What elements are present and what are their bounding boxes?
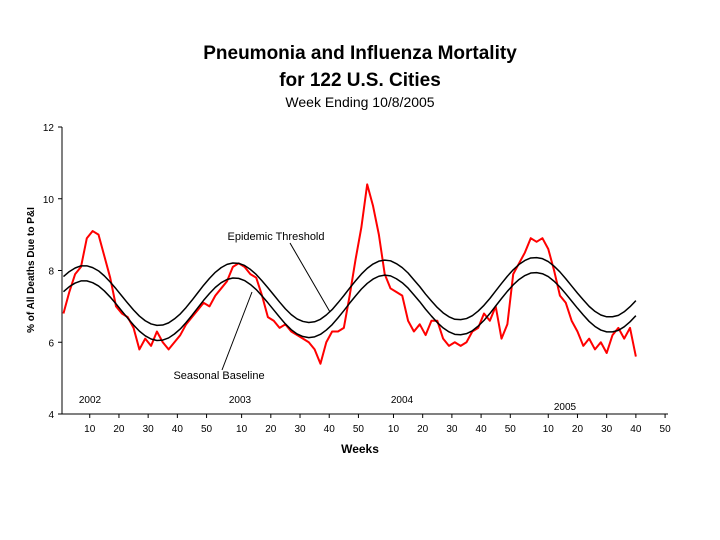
x-tick-label: 50 (353, 424, 365, 435)
x-tick-label: 40 (324, 424, 336, 435)
plot-area (62, 183, 637, 365)
x-tick-label: 40 (172, 424, 184, 435)
x-tick-label: 10 (84, 424, 96, 435)
year-label: 2004 (391, 395, 414, 406)
x-tick-label: 20 (113, 424, 125, 435)
x-tick-label: 20 (417, 424, 429, 435)
x-tick-label: 30 (294, 424, 306, 435)
x-tick-label: 10 (543, 424, 555, 435)
year-label: 2005 (554, 402, 577, 413)
y-tick-label: 4 (48, 410, 54, 421)
y-tick-label: 12 (43, 123, 55, 134)
chart-subtitle: Week Ending 10/8/2005 (285, 94, 434, 110)
y-tick-label: 6 (48, 338, 54, 349)
y-tick-label: 8 (48, 267, 54, 278)
x-tick-label: 40 (476, 424, 488, 435)
year-label: 2003 (229, 395, 252, 406)
x-tick-label: 20 (265, 424, 277, 435)
year-label: 2002 (79, 395, 102, 406)
x-tick-label: 40 (630, 424, 642, 435)
series-line (62, 256, 637, 327)
x-tick-label: 30 (446, 424, 458, 435)
x-tick-label: 50 (505, 424, 517, 435)
x-tick-label: 30 (601, 424, 613, 435)
y-tick-label: 10 (43, 195, 55, 206)
chart-title: Pneumonia and Influenza Mortality (203, 43, 517, 64)
annotation-leader (221, 291, 253, 371)
annotation-leader (289, 242, 331, 313)
series-line (62, 271, 637, 342)
x-tick-label: 20 (572, 424, 584, 435)
annotation: Epidemic Threshold (227, 231, 324, 243)
x-tick-label: 50 (660, 424, 672, 435)
x-tick-label: 50 (201, 424, 213, 435)
x-axis-label: Weeks (341, 442, 379, 456)
x-tick-label: 30 (143, 424, 155, 435)
x-tick-label: 10 (236, 424, 248, 435)
series-line (62, 183, 637, 365)
chart-title: for 122 U.S. Cities (279, 70, 441, 91)
y-axis-label: % of All Deaths Due to P&I (26, 207, 37, 333)
x-tick-label: 10 (388, 424, 400, 435)
annotation: Seasonal Baseline (173, 370, 264, 382)
